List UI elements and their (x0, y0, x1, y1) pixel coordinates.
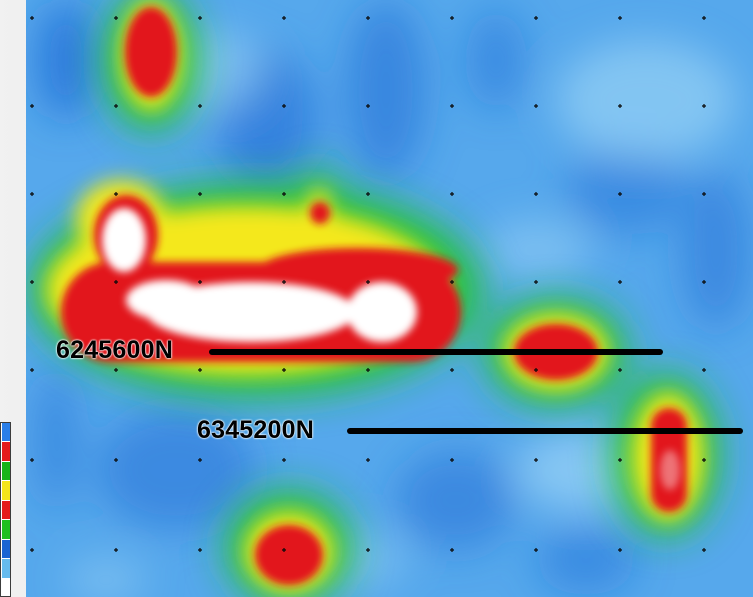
grid-marker-5-5 (450, 458, 454, 462)
grid-marker-4-8 (702, 368, 706, 372)
grid-marker-3-8 (702, 280, 706, 284)
grid-marker-2-3 (282, 192, 286, 196)
grid-marker-1-6 (534, 104, 538, 108)
grid-marker-6-2 (198, 548, 202, 552)
grid-marker-3-2 (198, 280, 202, 284)
anomaly-map[interactable] (26, 0, 753, 597)
grid-marker-2-4 (366, 192, 370, 196)
grid-marker-3-1 (114, 280, 118, 284)
grid-marker-6-8 (702, 548, 706, 552)
grid-marker-4-0 (30, 368, 34, 372)
grid-marker-0-5 (450, 16, 454, 20)
grid-marker-4-5 (450, 368, 454, 372)
grid-marker-2-2 (198, 192, 202, 196)
grid-marker-3-6 (534, 280, 538, 284)
grid-marker-2-7 (618, 192, 622, 196)
grid-marker-1-8 (702, 104, 706, 108)
grid-marker-4-4 (366, 368, 370, 372)
grid-marker-5-6 (534, 458, 538, 462)
legend-swatch (2, 520, 10, 539)
grid-marker-6-1 (114, 548, 118, 552)
grid-marker-6-4 (366, 548, 370, 552)
grid-marker-0-1 (114, 16, 118, 20)
grid-marker-5-3 (282, 458, 286, 462)
grid-marker-5-2 (198, 458, 202, 462)
grid-marker-5-4 (366, 458, 370, 462)
grid-marker-5-1 (114, 458, 118, 462)
grid-marker-6-0 (30, 548, 34, 552)
grid-marker-5-7 (618, 458, 622, 462)
legend-swatch (2, 461, 10, 481)
grid-marker-0-7 (618, 16, 622, 20)
grid-marker-3-4 (366, 280, 370, 284)
grid-marker-4-2 (198, 368, 202, 372)
grid-marker-2-5 (450, 192, 454, 196)
grid-marker-1-2 (198, 104, 202, 108)
grid-marker-4-6 (534, 368, 538, 372)
legend-swatch (2, 559, 10, 578)
grid-marker-3-7 (618, 280, 622, 284)
grid-marker-0-4 (366, 16, 370, 20)
grid-marker-5-8 (702, 458, 706, 462)
background-texture (36, 0, 751, 597)
grid-marker-0-0 (30, 16, 34, 20)
grid-marker-0-2 (198, 16, 202, 20)
grid-marker-1-5 (450, 104, 454, 108)
anomaly-white-peak (102, 208, 680, 490)
grid-marker-6-6 (534, 548, 538, 552)
grid-marker-1-4 (366, 104, 370, 108)
survey-line-label-1: 6245600N (56, 336, 173, 364)
grid-marker-1-0 (30, 104, 34, 108)
legend-swatch (2, 423, 10, 442)
legend-swatch (2, 481, 10, 500)
grid-marker-3-3 (282, 280, 286, 284)
survey-line-label-2: 6345200N (197, 416, 314, 444)
grid-marker-4-3 (282, 368, 286, 372)
grid-marker-6-7 (618, 548, 622, 552)
grid-marker-6-3 (282, 548, 286, 552)
legend-swatch (2, 442, 10, 461)
grid-marker-4-7 (618, 368, 622, 372)
color-legend-strip (0, 422, 11, 597)
grid-marker-1-1 (114, 104, 118, 108)
grid-marker-2-1 (114, 192, 118, 196)
grid-marker-2-6 (534, 192, 538, 196)
grid-marker-4-1 (114, 368, 118, 372)
grid-marker-1-3 (282, 104, 286, 108)
legend-swatch (2, 539, 10, 559)
grid-marker-6-5 (450, 548, 454, 552)
grid-marker-1-7 (618, 104, 622, 108)
grid-marker-2-0 (30, 192, 34, 196)
grid-marker-5-0 (30, 458, 34, 462)
grid-marker-0-8 (702, 16, 706, 20)
legend-swatch (2, 500, 10, 520)
grid-markers (30, 16, 706, 552)
grid-marker-2-8 (702, 192, 706, 196)
grid-marker-3-0 (30, 280, 34, 284)
legend-swatch (2, 578, 10, 596)
grid-marker-0-6 (534, 16, 538, 20)
grid-marker-3-5 (450, 280, 454, 284)
anomaly-map-frame[interactable]: 6245600N 6345200N (26, 0, 753, 597)
grid-marker-0-3 (282, 16, 286, 20)
